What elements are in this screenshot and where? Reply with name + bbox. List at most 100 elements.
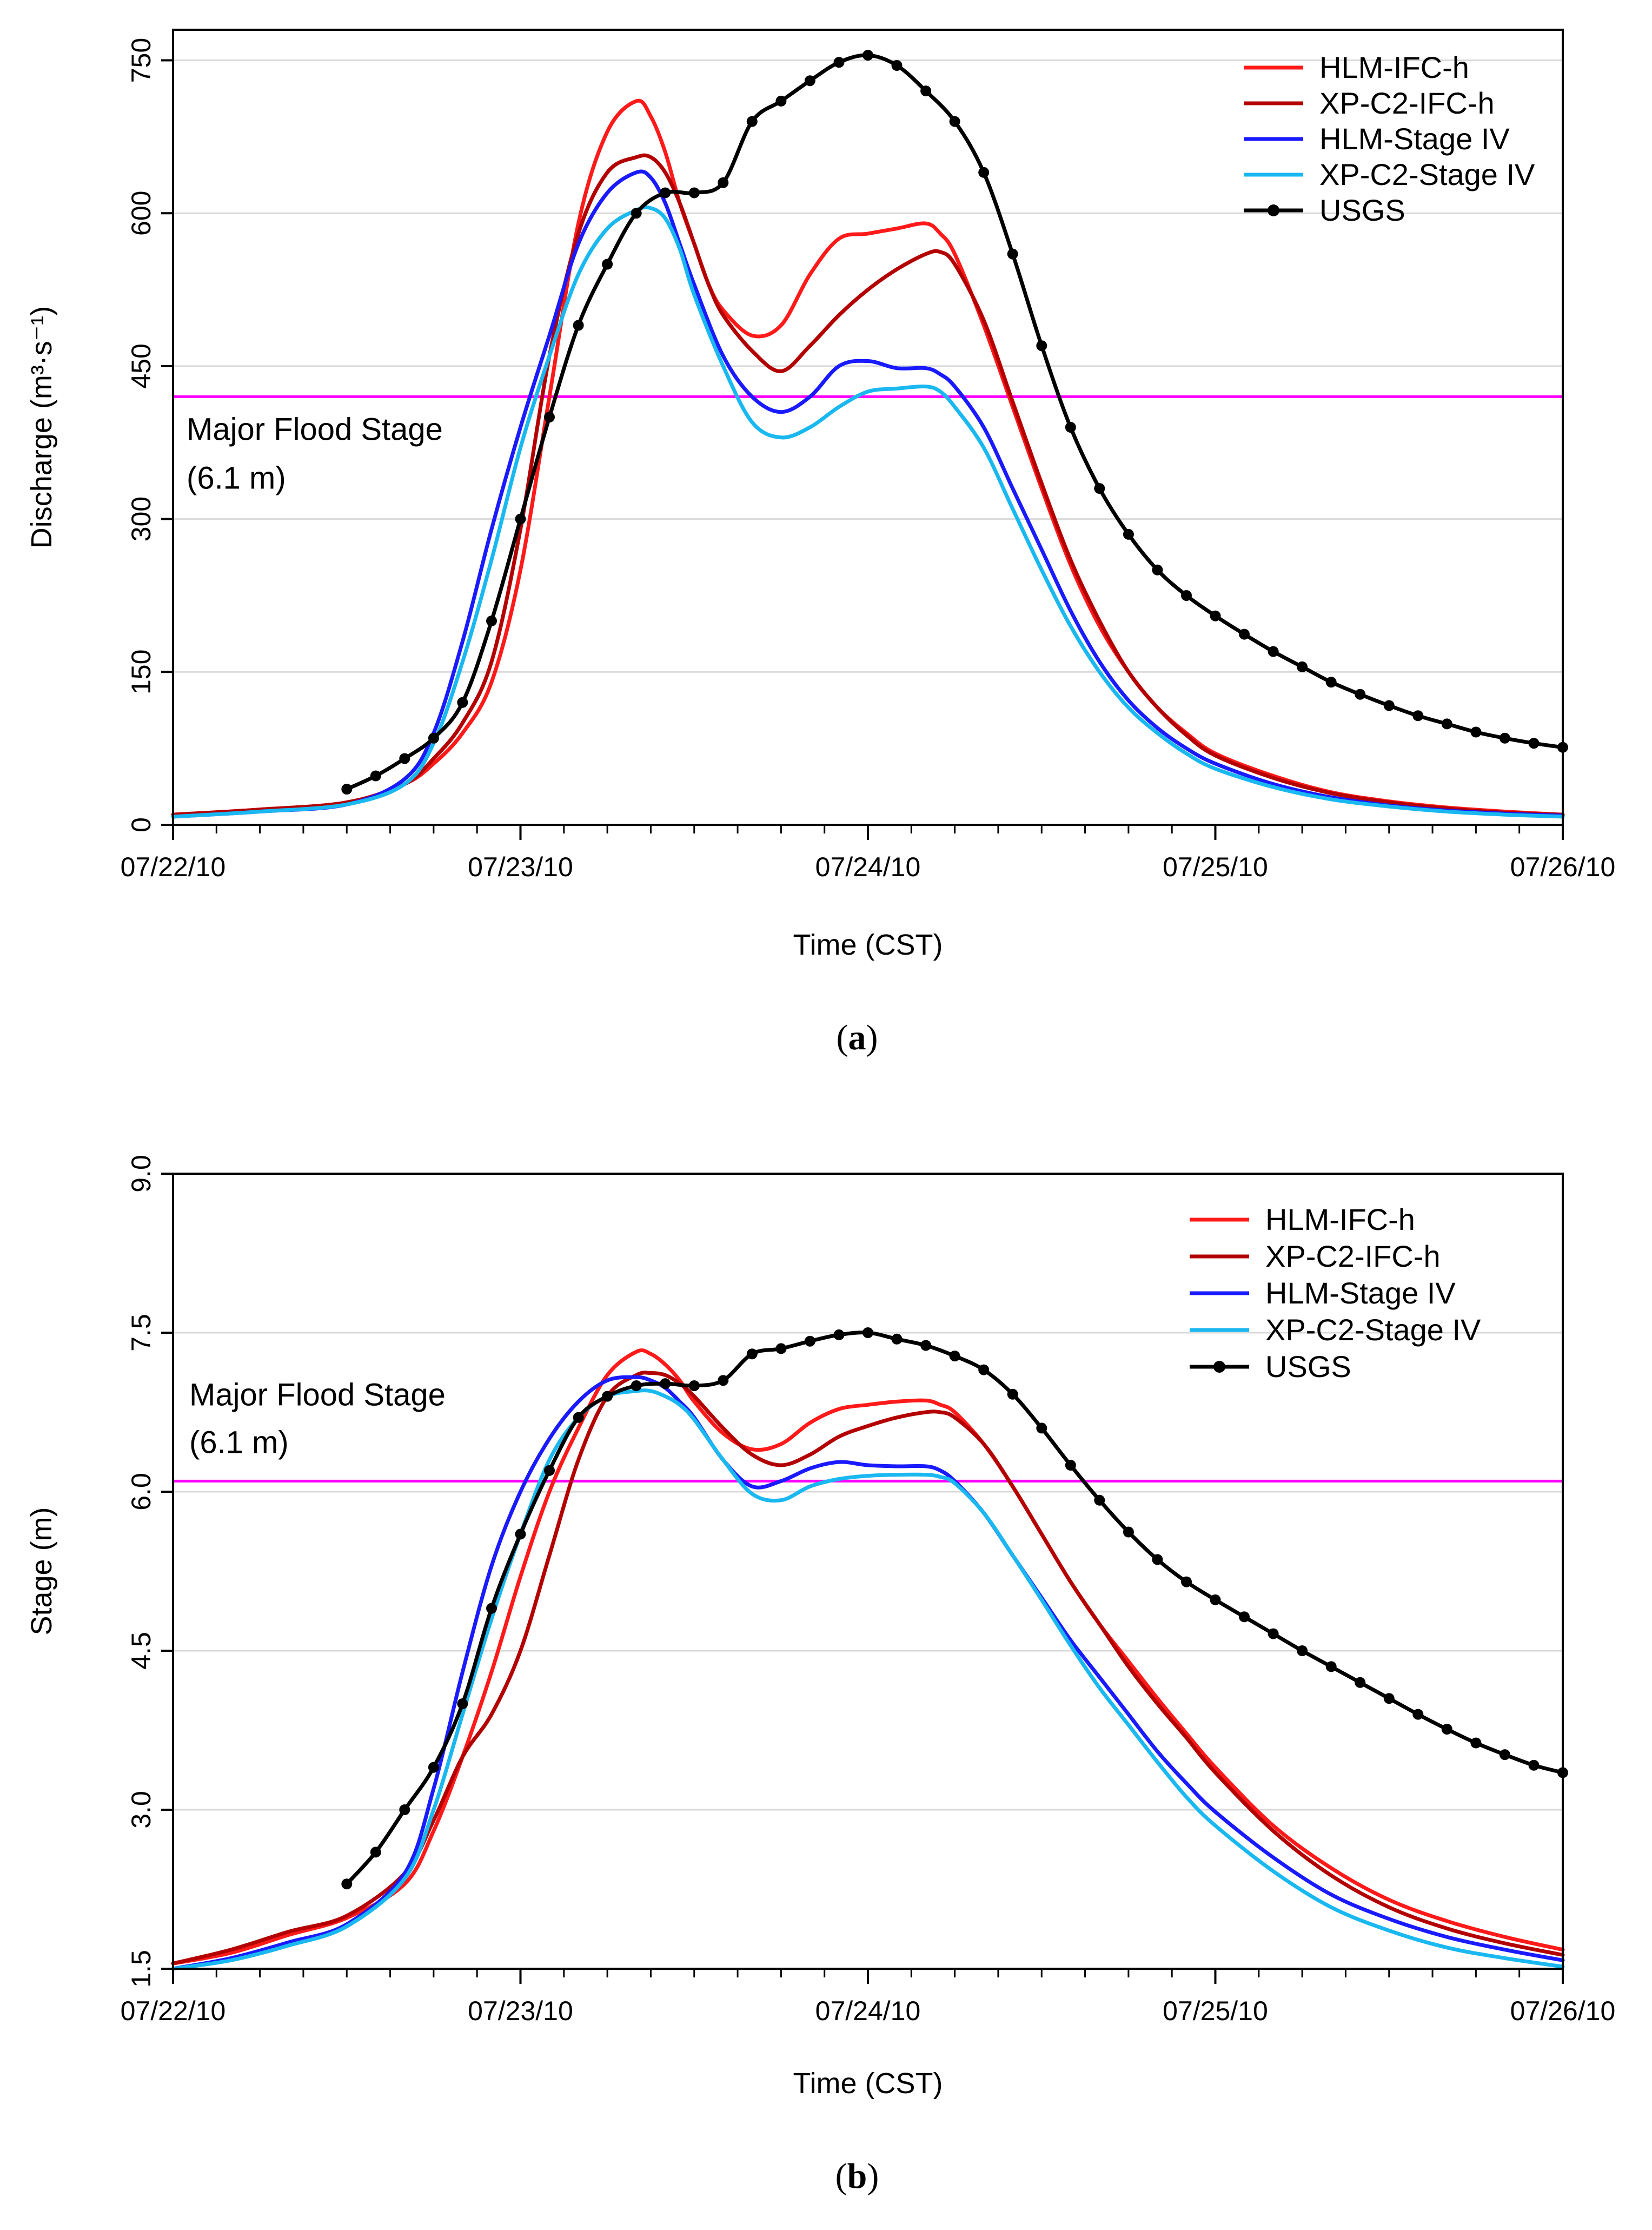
panel-b: 1.5 3.0 4.5 6.0 7.5 9.0 07/22/10 07/23/10 07/24… <box>25 1155 1615 2196</box>
usgs-point-b-6 <box>515 1528 526 1540</box>
usgs-point-b-5 <box>486 1603 497 1614</box>
series-line-a-xp-c2-stage-iv <box>171 205 1565 819</box>
legend-marker-usgs <box>1268 204 1279 216</box>
series-line-b-xp-c2-stage-iv <box>171 1388 1565 1971</box>
usgs-point-a-22 <box>978 167 990 178</box>
y-tick-label-a-4: 600 <box>126 191 156 236</box>
usgs-point-b-41 <box>1528 1759 1540 1771</box>
x-tick-label-b-3: 07/25/10 <box>1163 1996 1268 2026</box>
x-tick-label-b-1: 07/23/10 <box>468 1996 573 2026</box>
legend-label-hlm-stage-iv: HLM-Stage IV <box>1265 1276 1456 1310</box>
usgs-point-b-17 <box>833 1329 845 1340</box>
series-line-b-hlm-stage-iv <box>171 1375 1565 1971</box>
usgs-point-b-10 <box>631 1380 642 1391</box>
usgs-point-a-37 <box>1412 710 1424 722</box>
flood-stage-annotation-b: Major Flood Stage <box>189 1377 446 1412</box>
usgs-point-a-26 <box>1094 483 1105 494</box>
usgs-point-b-23 <box>1007 1388 1018 1400</box>
usgs-point-a-18 <box>863 50 873 61</box>
usgs-point-b-40 <box>1499 1749 1510 1761</box>
x-ticks-b: 07/22/10 07/23/10 07/24/10 07/25/10 07/26/10 <box>121 1969 1616 2026</box>
usgs-point-b-9 <box>602 1391 613 1402</box>
legend-label-usgs: USGS <box>1319 193 1405 227</box>
usgs-point-b-8 <box>573 1412 584 1423</box>
y-tick-label-a-5: 750 <box>126 38 156 83</box>
series-line-b-hlm-ifc-h <box>171 1348 1565 1966</box>
usgs-point-a-10 <box>631 208 642 219</box>
legend-item-usgs: USGS <box>1190 1349 1351 1384</box>
legend-item-xp-c2-ifc-h: XP-C2-IFC-h <box>1244 86 1495 120</box>
usgs-point-b-1 <box>370 1847 381 1858</box>
usgs-point-a-20 <box>920 85 932 97</box>
usgs-point-b-26 <box>1094 1494 1105 1506</box>
usgs-point-b-21 <box>949 1351 960 1362</box>
caption-letter-a: a <box>848 1018 866 1057</box>
legend-marker-usgs <box>1213 1361 1225 1373</box>
series-line-b-xp-c2-ifc-h <box>171 1371 1565 1966</box>
x-tick-label-a-2: 07/24/10 <box>815 852 921 882</box>
usgs-point-b-11 <box>660 1378 671 1389</box>
caption-open-a: ( <box>837 1018 848 1057</box>
usgs-point-a-23 <box>1007 248 1018 260</box>
caption-close-b: ) <box>867 2156 879 2196</box>
x-tick-label-b-2: 07/24/10 <box>815 1996 921 2026</box>
usgs-point-a-32 <box>1268 646 1279 657</box>
legend-label-hlm-ifc-h: HLM-IFC-h <box>1265 1202 1415 1236</box>
usgs-point-a-12 <box>688 187 700 198</box>
usgs-point-a-2 <box>399 753 410 764</box>
usgs-point-a-27 <box>1123 528 1134 540</box>
usgs-point-a-7 <box>544 412 555 423</box>
usgs-point-b-33 <box>1297 1645 1308 1656</box>
usgs-point-a-29 <box>1181 590 1192 601</box>
usgs-point-b-37 <box>1412 1709 1424 1720</box>
usgs-point-b-4 <box>457 1698 468 1709</box>
flood-stage-annotation-a: Major Flood Stage <box>187 412 443 447</box>
series-layer-a <box>171 50 1568 819</box>
usgs-point-a-39 <box>1470 726 1482 738</box>
usgs-point-a-19 <box>891 60 903 71</box>
flood-stage-value-a: (6.1 m) <box>187 460 286 495</box>
series-line-a-hlm-stage-iv <box>171 169 1565 819</box>
usgs-point-b-15 <box>775 1343 787 1354</box>
usgs-point-b-38 <box>1441 1724 1452 1735</box>
usgs-point-b-20 <box>920 1340 932 1351</box>
legend-b: HLM-IFC-h XP-C2-IFC-h HLM-Stage IV XP-C2… <box>1190 1202 1481 1384</box>
usgs-point-a-14 <box>746 116 758 127</box>
x-tick-label-b-0: 07/22/10 <box>121 1996 226 2026</box>
caption-letter-b: b <box>847 2156 867 2196</box>
usgs-point-b-2 <box>399 1804 410 1815</box>
legend-a: HLM-IFC-h XP-C2-IFC-h HLM-Stage IV XP-C2… <box>1244 50 1535 227</box>
usgs-point-b-3 <box>428 1762 439 1773</box>
legend-item-hlm-stage-iv: HLM-Stage IV <box>1190 1276 1456 1310</box>
y-tick-label-b-3: 6.0 <box>126 1473 156 1511</box>
x-ticks-a: 07/22/10 07/23/10 07/24/10 07/25/10 07/26/10 <box>121 825 1616 882</box>
y-tick-label-a-0: 0 <box>126 817 156 832</box>
y-tick-label-a-3: 450 <box>126 343 156 388</box>
legend-item-hlm-stage-iv: HLM-Stage IV <box>1244 122 1510 156</box>
legend-item-usgs: USGS <box>1244 193 1405 227</box>
usgs-point-b-22 <box>978 1364 990 1375</box>
flood-stage-value-b: (6.1 m) <box>189 1425 289 1460</box>
y-tick-label-b-1: 3.0 <box>126 1791 156 1829</box>
usgs-point-b-29 <box>1181 1576 1192 1587</box>
usgs-point-b-7 <box>544 1465 555 1476</box>
usgs-point-b-32 <box>1268 1628 1279 1639</box>
usgs-point-b-34 <box>1325 1661 1337 1672</box>
usgs-point-b-19 <box>891 1333 903 1345</box>
x-tick-label-a-4: 07/26/10 <box>1510 852 1616 882</box>
series-line-a-xp-c2-ifc-h <box>171 153 1565 817</box>
usgs-point-a-17 <box>833 57 845 68</box>
x-tick-label-b-4: 07/26/10 <box>1510 1996 1616 2026</box>
usgs-point-a-28 <box>1152 564 1163 575</box>
usgs-point-b-14 <box>746 1348 758 1360</box>
usgs-point-a-33 <box>1297 661 1308 672</box>
usgs-point-b-27 <box>1123 1526 1134 1538</box>
usgs-point-a-35 <box>1355 689 1366 700</box>
usgs-point-a-0 <box>341 784 353 795</box>
legend-label-hlm-stage-iv: HLM-Stage IV <box>1319 122 1510 156</box>
legend-item-hlm-ifc-h: HLM-IFC-h <box>1244 50 1469 84</box>
usgs-point-b-35 <box>1355 1677 1366 1688</box>
usgs-point-b-31 <box>1239 1611 1250 1623</box>
usgs-point-a-31 <box>1239 628 1250 640</box>
usgs-point-a-30 <box>1210 610 1221 621</box>
